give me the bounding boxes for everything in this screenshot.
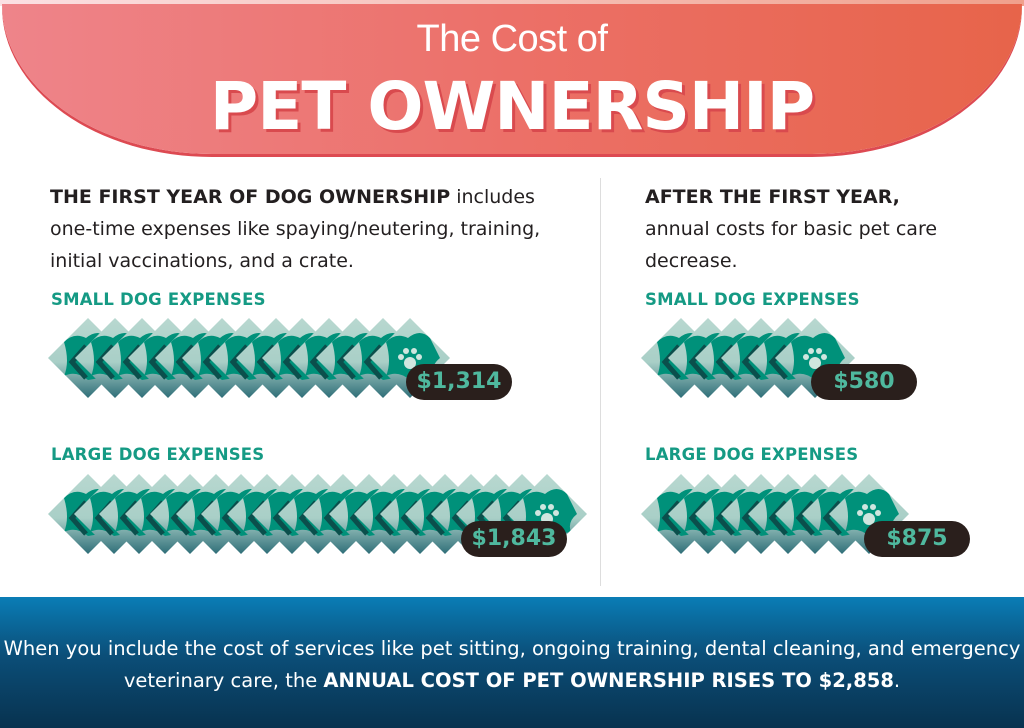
after-year-intro-text: annual costs for basic pet care decrease…: [645, 218, 938, 272]
after-year-small-label: SMALL DOG EXPENSES: [645, 290, 860, 309]
first-year-small-label: SMALL DOG EXPENSES: [51, 290, 266, 309]
first-year-small-bills: [46, 316, 466, 406]
first-year-small-amount: $1,314: [406, 364, 512, 400]
footer-text-end: .: [893, 669, 901, 692]
after-year-intro: AFTER THE FIRST YEAR, annual costs for b…: [645, 181, 945, 277]
first-year-intro: THE FIRST YEAR OF DOG OWNERSHIP includes…: [50, 181, 580, 277]
title-line-2: PET OWNERSHIP: [209, 68, 815, 145]
after-year-large-label: LARGE DOG EXPENSES: [645, 445, 859, 464]
first-year-large-amount: $1,843: [461, 521, 567, 557]
footer-text: When you include the cost of services li…: [0, 633, 1024, 697]
top-strip: [0, 0, 1024, 6]
footer-banner: When you include the cost of services li…: [0, 597, 1024, 728]
after-year-small-amount: $580: [811, 364, 917, 400]
after-year-large-bills: [639, 472, 939, 562]
footer-text-plain: When you include the cost of services li…: [3, 637, 1021, 692]
paw-bill-icon: [828, 474, 909, 554]
column-divider: [600, 178, 601, 586]
first-year-large-label: LARGE DOG EXPENSES: [51, 445, 265, 464]
first-year-intro-bold: THE FIRST YEAR OF DOG OWNERSHIP: [50, 186, 451, 208]
first-year-intro-text: includes one-time expenses like spaying/…: [50, 186, 541, 272]
title-line-1: The Cost of: [416, 18, 608, 60]
footer-text-bold: ANNUAL COST OF PET OWNERSHIP RISES TO $2…: [323, 669, 894, 692]
after-year-intro-bold: AFTER THE FIRST YEAR,: [645, 186, 900, 208]
title-banner: [2, 4, 1022, 154]
after-year-large-amount: $875: [864, 521, 970, 557]
